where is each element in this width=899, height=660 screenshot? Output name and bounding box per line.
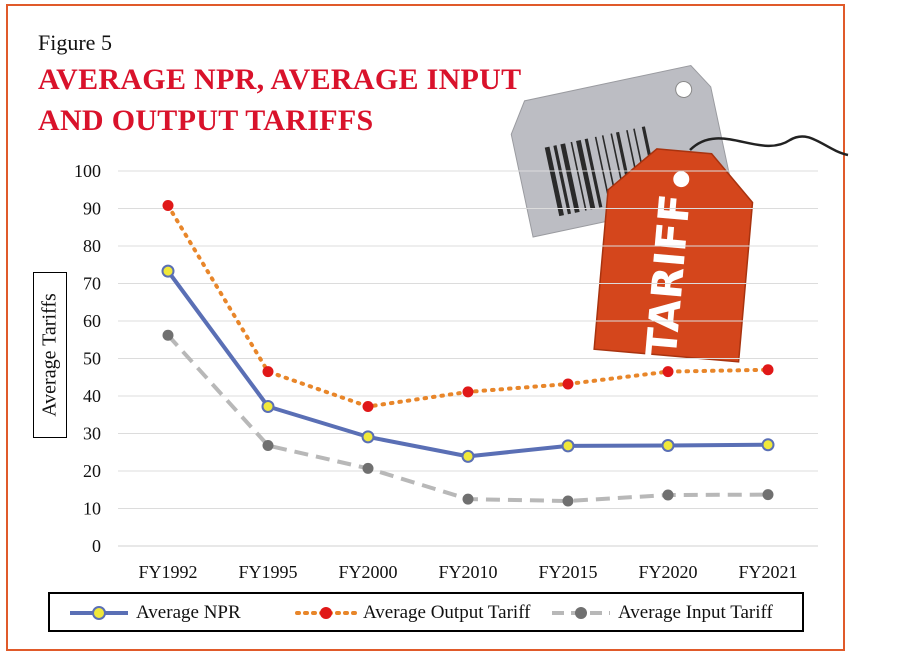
- y-tick-label: 90: [83, 199, 101, 219]
- legend-item-input: Average Input Tariff: [550, 602, 773, 624]
- data-point-1-3: [462, 386, 474, 398]
- data-point-0-5: [661, 439, 675, 452]
- legend-label-output: Average Output Tariff: [363, 602, 531, 623]
- y-tick-label: 100: [74, 161, 101, 181]
- legend-swatch-output: [295, 607, 357, 619]
- y-tick-label: 70: [83, 274, 101, 294]
- x-tick-label: FY1995: [238, 562, 297, 582]
- barcode-stripe: [553, 145, 572, 215]
- data-point-0-6: [761, 438, 775, 452]
- barcode-stripe: [544, 146, 564, 217]
- legend-item-output: Average Output Tariff: [295, 602, 531, 624]
- figure-label: Figure 5: [38, 30, 112, 55]
- legend-swatch-npr: [70, 606, 128, 620]
- y-tick-label: 20: [83, 461, 101, 481]
- y-tick-label: 30: [83, 424, 101, 444]
- data-point-1-6: [762, 364, 774, 376]
- chart-title-line-2: AND OUTPUT TARIFFS: [38, 104, 374, 137]
- data-point-1-4: [562, 378, 574, 390]
- data-point-0-0: [161, 264, 175, 278]
- legend-swatch-input: [552, 607, 610, 619]
- y-tick-label: 80: [83, 236, 101, 256]
- barcode-stripe: [576, 140, 596, 210]
- data-point-1-2: [362, 401, 374, 412]
- x-tick-label: FY1992: [138, 562, 197, 582]
- data-point-1-1: [262, 366, 274, 378]
- data-point-0-2: [361, 430, 375, 444]
- legend-item-npr: Average NPR: [68, 602, 241, 624]
- data-point-2-0: [162, 329, 174, 341]
- data-point-2-4: [562, 495, 574, 507]
- y-tick-label: 40: [83, 386, 101, 406]
- barcode-stripe: [570, 141, 587, 211]
- tariff-tags-illustration: TARIFF: [510, 64, 849, 363]
- data-point-2-5: [662, 489, 674, 501]
- y-axis-label: Average Tariffs: [38, 293, 61, 417]
- data-point-2-6: [762, 489, 774, 501]
- x-tick-label: FY2021: [738, 562, 797, 582]
- data-point-0-4: [561, 439, 575, 453]
- series-line-2: [166, 333, 769, 503]
- barcode-stripe: [560, 143, 580, 213]
- legend-label-npr: Average NPR: [136, 602, 241, 623]
- y-tick-label: 0: [92, 536, 101, 556]
- series-markers: [161, 200, 775, 507]
- y-tick-label: 60: [83, 311, 101, 331]
- y-axis-label-box: [33, 272, 67, 438]
- y-tick-label: 50: [83, 349, 101, 369]
- tag-string: [689, 135, 849, 157]
- legend: Average NPR Average Output Tariff Averag…: [48, 592, 804, 632]
- x-tick-label: FY2015: [538, 562, 597, 582]
- chart-title-line-1: AVERAGE NPR, AVERAGE INPUT: [38, 63, 522, 96]
- x-tick-label: FY2000: [338, 562, 397, 582]
- data-point-0-1: [261, 400, 275, 413]
- data-point-2-3: [462, 493, 474, 505]
- data-point-2-2: [362, 462, 374, 474]
- data-point-0-3: [461, 449, 475, 463]
- x-tick-label: FY2020: [638, 562, 697, 582]
- barcode-stripe: [584, 138, 603, 208]
- data-point-1-0: [162, 200, 174, 211]
- x-axis-ticks: FY1992 FY1995 FY2000 FY2010 FY2015 FY2020 FY20…: [138, 562, 797, 582]
- y-tick-label: 10: [83, 499, 101, 519]
- tariff-tag: [593, 148, 754, 363]
- data-point-1-5: [662, 366, 674, 378]
- y-axis-ticks: 0 10 20 30 40 50 60 70 80 90 100: [74, 161, 101, 556]
- x-tick-label: FY2010: [438, 562, 497, 582]
- gridlines: [118, 170, 818, 547]
- data-point-2-1: [262, 440, 274, 451]
- legend-label-input: Average Input Tariff: [618, 602, 773, 623]
